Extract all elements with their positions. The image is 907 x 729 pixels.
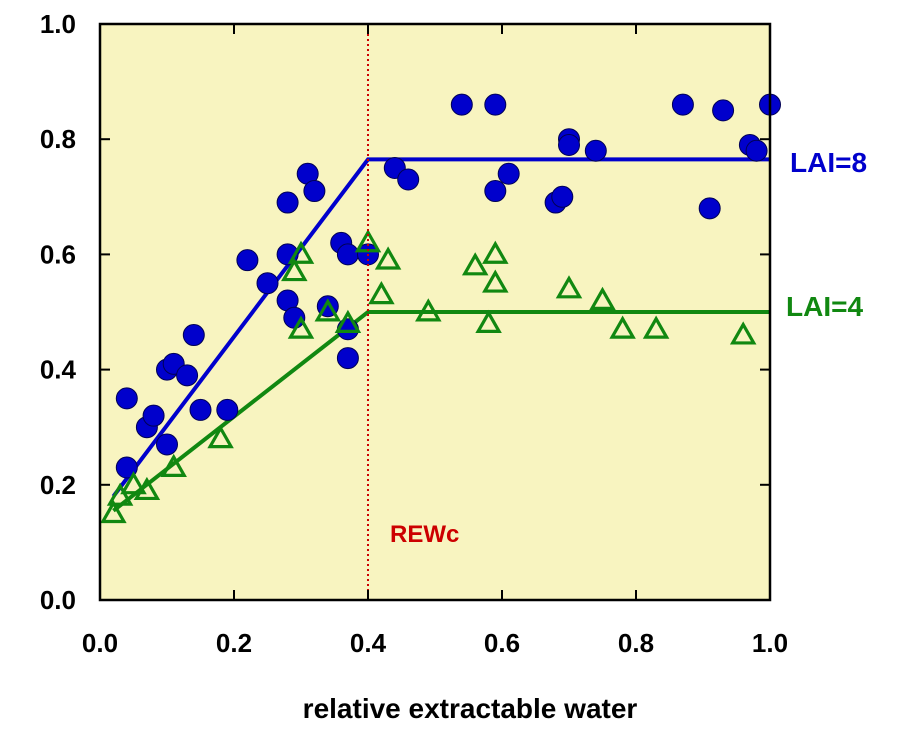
rewc-annotation: REWc <box>390 521 459 548</box>
point-lai4 <box>482 240 509 264</box>
point-lai8 <box>497 162 520 185</box>
point-lai4 <box>207 424 234 449</box>
point-lai4 <box>133 476 161 501</box>
point-lai8 <box>336 347 359 370</box>
x-tick-label: 0.0 <box>82 628 118 658</box>
point-lai4 <box>374 246 402 270</box>
point-lai8 <box>176 364 199 387</box>
point-lai4 <box>642 315 670 339</box>
point-lai8 <box>558 133 580 156</box>
point-lai4 <box>160 453 187 477</box>
x-tick-label: 0.8 <box>618 628 654 658</box>
y-tick-label: 1.0 <box>40 9 76 39</box>
point-lai8 <box>115 387 138 410</box>
point-lai4 <box>287 315 315 339</box>
y-tick-label: 0.2 <box>40 470 76 500</box>
y-tick-label: 0.0 <box>40 585 76 615</box>
x-tick-labels: 0.0 0.2 0.4 0.6 0.8 1.0 <box>82 628 788 658</box>
plot-frame <box>98 22 772 602</box>
point-lai8 <box>189 398 212 421</box>
point-lai8 <box>484 93 507 116</box>
point-lai8 <box>450 93 473 116</box>
point-lai4 <box>281 257 308 282</box>
y-tick-label: 0.6 <box>40 239 76 269</box>
y-tick-label: 0.8 <box>40 124 76 154</box>
x-tick-label: 0.2 <box>216 628 252 658</box>
point-lai4 <box>729 321 757 345</box>
point-lai8 <box>484 180 507 203</box>
x-tick-label: 0.4 <box>350 628 387 658</box>
point-lai4 <box>482 269 509 293</box>
point-lai8 <box>156 433 178 456</box>
point-lai8 <box>712 99 735 122</box>
x-tick-label: 0.6 <box>484 628 520 658</box>
point-lai4 <box>287 240 315 264</box>
point-lai8 <box>698 197 721 220</box>
point-lai8 <box>397 168 420 191</box>
point-lai8 <box>336 243 359 266</box>
data-markers <box>100 93 781 524</box>
point-lai4 <box>609 315 636 339</box>
point-lai4 <box>334 309 362 333</box>
x-tick-label: 1.0 <box>752 628 788 658</box>
series-label-lai4: LAI=4 <box>786 291 863 322</box>
point-lai4 <box>368 280 395 305</box>
x-axis-title: relative extractable water <box>303 693 638 724</box>
point-lai8 <box>236 249 259 272</box>
y-tick-labels: 0.0 0.2 0.4 0.6 0.8 1.0 <box>40 9 77 615</box>
fit-line-series-1 <box>112 310 770 513</box>
point-lai8 <box>584 139 607 162</box>
point-lai8 <box>216 398 239 421</box>
point-lai4 <box>555 275 583 299</box>
point-lai8 <box>551 185 574 208</box>
y-tick-label: 0.4 <box>40 355 77 385</box>
point-lai4 <box>461 252 489 276</box>
point-lai8 <box>303 180 326 203</box>
point-lai8 <box>142 404 165 427</box>
series-label-lai8: LAI=8 <box>790 147 867 178</box>
point-lai8 <box>276 191 299 214</box>
point-lai8 <box>336 318 359 341</box>
point-lai4 <box>120 471 147 495</box>
point-lai4 <box>106 482 134 506</box>
point-lai4 <box>415 298 442 322</box>
point-lai4 <box>100 499 127 524</box>
point-lai8 <box>115 456 138 479</box>
point-lai4 <box>314 298 342 322</box>
ticks <box>100 24 770 600</box>
point-lai4 <box>589 286 616 310</box>
point-lai8 <box>256 272 279 295</box>
point-lai8 <box>182 324 205 347</box>
point-lai4 <box>475 309 502 333</box>
point-lai8 <box>745 139 768 162</box>
point-lai8 <box>671 93 694 116</box>
